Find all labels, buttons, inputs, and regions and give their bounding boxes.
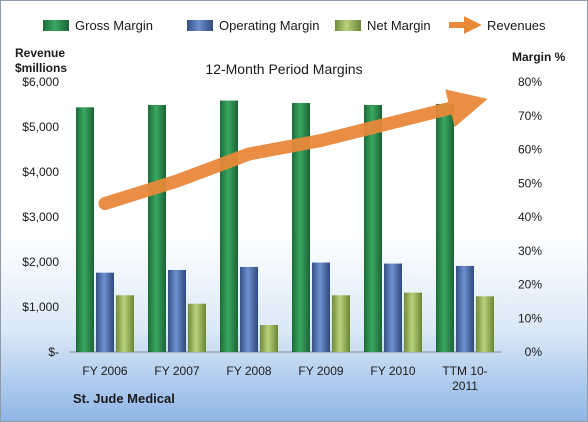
right-tick-label: 10% — [518, 311, 542, 325]
category-label: FY 2009 — [298, 364, 343, 378]
left-tick-label: $6,000 — [22, 75, 59, 89]
right-tick-label: 0% — [525, 345, 543, 359]
category-label: FY 2007 — [154, 364, 199, 378]
revenues-line — [98, 89, 488, 210]
left-tick-label: $2,000 — [22, 255, 59, 269]
bar-gross-margin — [76, 107, 94, 352]
bar-operating-margin — [312, 262, 330, 352]
legend-label-gross-margin: Gross Margin — [75, 18, 153, 33]
bar-net-margin — [116, 295, 134, 352]
bar-net-margin — [476, 296, 494, 352]
category-labels: FY 2006 FY 2007 FY 2008 FY 2009 FY 2010 TTM 1… — [82, 364, 487, 393]
bars — [76, 100, 494, 352]
right-tick-label: 40% — [518, 210, 542, 224]
bar-operating-margin — [240, 266, 258, 352]
legend-item-gross-margin: Gross Margin — [43, 18, 153, 33]
bar-operating-margin — [96, 272, 114, 352]
bar-net-margin — [332, 295, 350, 352]
bar-net-margin — [188, 303, 206, 352]
left-tick-label: $1,000 — [22, 300, 59, 314]
bar-net-margin — [260, 325, 278, 352]
company-name: St. Jude Medical — [73, 391, 175, 406]
legend-label-operating-margin: Operating Margin — [219, 18, 319, 33]
bar-gross-margin — [292, 102, 310, 352]
bar-operating-margin — [384, 263, 402, 352]
left-axis-title-line-2: $millions — [15, 61, 67, 75]
bar-gross-margin — [148, 104, 166, 352]
bar-operating-margin — [168, 269, 186, 352]
category-label: FY 2010 — [370, 364, 415, 378]
legend-swatch-operating-margin — [187, 20, 213, 31]
legend-label-revenues: Revenues — [487, 18, 546, 33]
legend-swatch-gross-margin — [43, 20, 69, 31]
category-label: TTM 10- — [442, 364, 487, 378]
bar-gross-margin — [436, 103, 454, 352]
category-label: FY 2006 — [82, 364, 127, 378]
right-tick-label: 50% — [518, 176, 542, 190]
right-tick-label: 80% — [518, 75, 542, 89]
legend-item-revenues: Revenues — [449, 16, 546, 34]
left-tick-label: $4,000 — [22, 165, 59, 179]
legend-swatch-net-margin — [335, 20, 361, 31]
revenues-line-layer — [98, 89, 488, 210]
left-tick-label: $- — [48, 345, 59, 359]
left-axis-title-line-1: Revenue — [15, 46, 65, 60]
left-axis-ticks: $- $1,000 $2,000 $3,000 $4,000 $5,000 $6,000 — [22, 75, 59, 359]
category-label: 2011 — [452, 379, 478, 393]
legend-label-net-margin: Net Margin — [367, 18, 431, 33]
right-tick-label: 60% — [518, 143, 542, 157]
bar-net-margin — [404, 292, 422, 352]
legend: Gross Margin Operating Margin Net Margin… — [43, 16, 546, 34]
chart-title: 12-Month Period Margins — [205, 61, 362, 77]
right-axis-ticks: 0% 10% 20% 30% 40% 50% 60% 70% 80% — [518, 75, 542, 359]
legend-item-operating-margin: Operating Margin — [187, 18, 319, 33]
left-tick-label: $3,000 — [22, 210, 59, 224]
right-tick-label: 30% — [518, 244, 542, 258]
bar-operating-margin — [456, 265, 474, 352]
right-axis-title: Margin % — [512, 50, 566, 64]
right-tick-label: 70% — [518, 109, 542, 123]
bar-gross-margin — [364, 104, 382, 352]
right-tick-label: 20% — [518, 278, 542, 292]
category-label: FY 2008 — [226, 364, 271, 378]
left-tick-label: $5,000 — [22, 120, 59, 134]
legend-item-net-margin: Net Margin — [335, 18, 431, 33]
bar-gross-margin — [220, 100, 238, 352]
